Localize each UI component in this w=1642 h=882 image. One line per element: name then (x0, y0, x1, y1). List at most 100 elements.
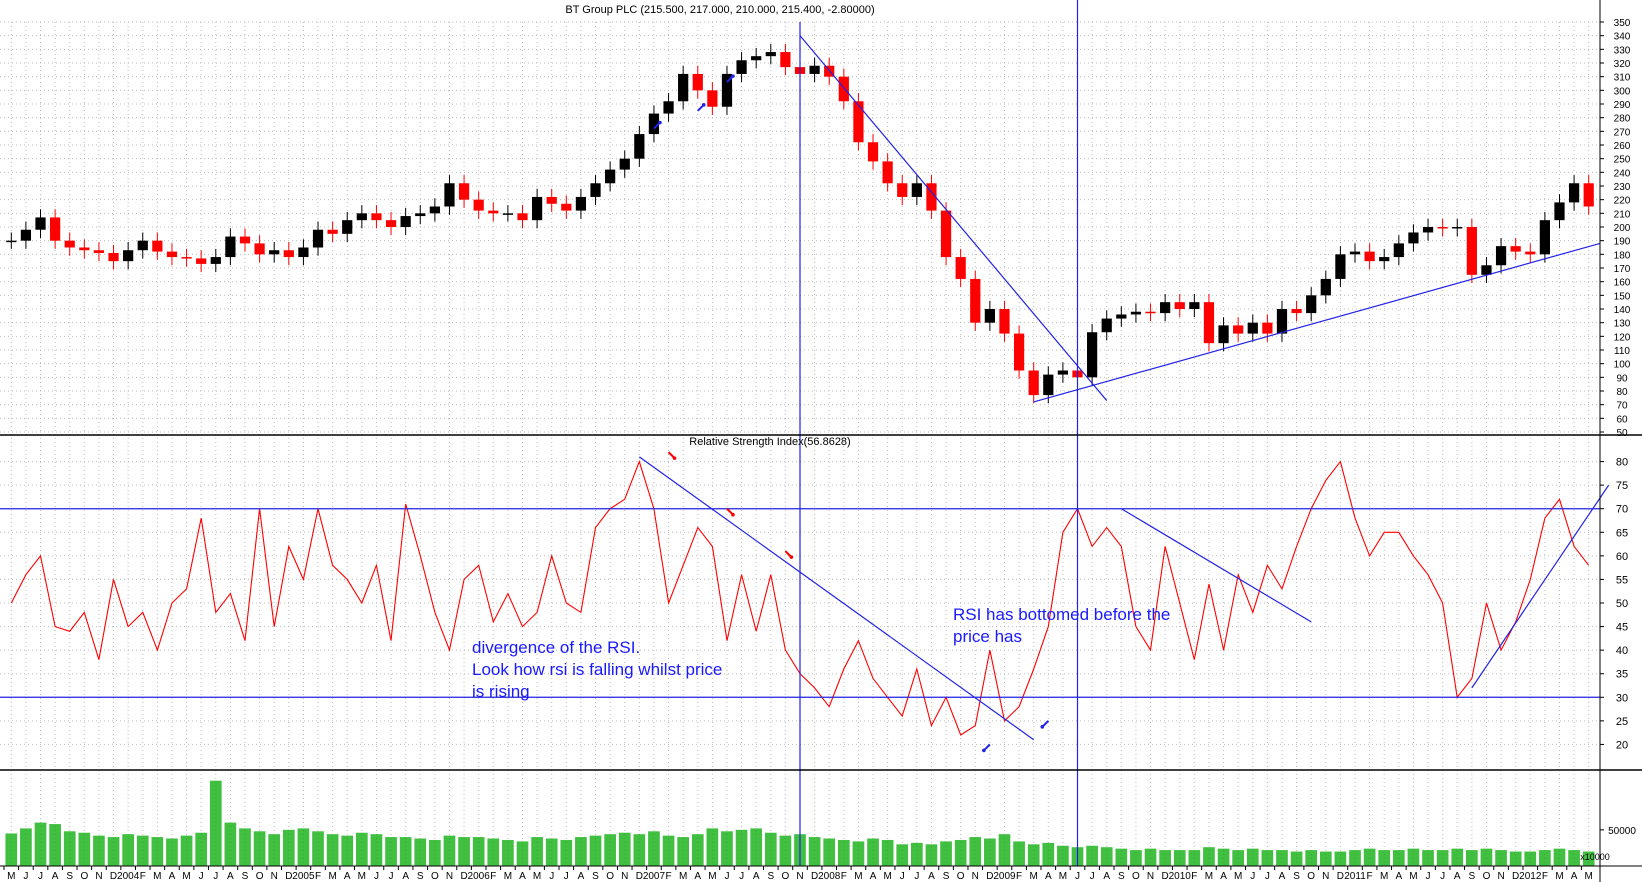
price-tick-label: 350 (1614, 18, 1631, 29)
volume-bar (779, 835, 792, 866)
price-candle (838, 76, 849, 102)
price-up-arrow-icon (726, 74, 735, 83)
volume-bar (136, 835, 149, 866)
x-tick-label: F (1542, 871, 1548, 882)
price-tick-label: 250 (1614, 155, 1631, 166)
volume-bar (443, 835, 456, 866)
volume-bar (1378, 850, 1391, 866)
price-candle (1364, 251, 1375, 262)
volume-bar (764, 832, 777, 866)
price-candle (648, 113, 660, 135)
price-tick-label: 310 (1614, 73, 1631, 84)
x-tick-label: S (66, 871, 73, 882)
volume-bar (721, 831, 733, 866)
price-candle (181, 257, 192, 259)
x-tick-label: M (679, 871, 687, 882)
rsi-tick-label: 25 (1616, 716, 1628, 728)
volume-bar (151, 837, 164, 866)
x-tick-label: O (606, 871, 614, 882)
price-candle (152, 240, 163, 252)
volume-bar (209, 780, 222, 866)
volume-bar (1349, 850, 1361, 866)
price-candle (940, 210, 952, 258)
price-candle (502, 213, 514, 215)
price-tick-label: 190 (1614, 237, 1631, 248)
volume-bar (1144, 848, 1157, 866)
x-tick-label: O (80, 871, 88, 882)
x-tick-label: D (636, 871, 643, 882)
rsi-tick-label: 35 (1616, 669, 1628, 681)
volume-bar (984, 838, 996, 866)
rsi-tick-label: 40 (1616, 645, 1628, 657)
x-tick-label: N (1497, 871, 1504, 882)
price-candle (64, 240, 75, 248)
volume-bar (297, 828, 310, 866)
price-candle (517, 213, 528, 221)
volume-bar (93, 835, 105, 866)
price-candle (327, 229, 338, 234)
price-candle (1043, 374, 1054, 396)
x-tick-label: A (227, 871, 234, 882)
volume-bar (940, 841, 952, 866)
x-tick-label: M (328, 871, 336, 882)
x-tick-label: J (1250, 871, 1255, 882)
volume-bar (34, 822, 47, 866)
volume-bar (1159, 850, 1171, 866)
price-candle (1145, 311, 1156, 314)
volume-bar (414, 838, 427, 866)
volume-bar (1276, 850, 1288, 866)
volume-bar (122, 834, 134, 866)
volume-bar (735, 829, 748, 866)
price-candle (458, 183, 470, 200)
x-tick-label: J (1265, 871, 1270, 882)
x-tick-label: F (1367, 871, 1373, 882)
price-candle (1262, 322, 1273, 334)
volume-bar (516, 841, 529, 866)
price-candle (561, 203, 572, 211)
price-candle (531, 196, 543, 221)
x-tick-label: 2011 (1344, 871, 1366, 882)
x-tick-label: 2012 (1519, 871, 1542, 882)
x-tick-label: A (344, 871, 351, 882)
x-tick-label: D (811, 871, 818, 882)
price-candle (488, 210, 499, 214)
rsi-tick-label: 80 (1616, 457, 1628, 469)
x-tick-label: N (95, 871, 102, 882)
x-tick-label: D (1337, 871, 1344, 882)
price-candle (1130, 311, 1142, 315)
x-tick-label: D (285, 871, 292, 882)
x-tick-label: F (140, 871, 146, 882)
x-tick-label: S (242, 871, 249, 882)
price-tick-label: 270 (1614, 127, 1631, 138)
x-tick-label: J (199, 871, 204, 882)
price-up-arrow-icon (697, 103, 706, 112)
price-tick-label: 180 (1614, 250, 1631, 261)
price-candle (1379, 257, 1390, 262)
x-tick-label: M (153, 871, 161, 882)
price-candle (1583, 183, 1594, 207)
price-tick-label: 230 (1614, 182, 1631, 193)
volume-bar (370, 834, 383, 866)
x-tick-label: A (1045, 871, 1052, 882)
x-tick-label: F (1016, 871, 1022, 882)
volume-bar (1436, 850, 1449, 866)
price-candle (751, 56, 762, 61)
volume-bar (1100, 847, 1113, 866)
price-candle (780, 52, 791, 68)
price-candle (1554, 202, 1565, 221)
x-tick-label: J (739, 871, 744, 882)
price-candle (926, 183, 937, 211)
price-panel (6, 43, 1594, 404)
x-tick-label: M (1585, 871, 1593, 882)
price-downtrend-line (799, 35, 1108, 401)
price-candle (546, 196, 557, 204)
volume-bar (1480, 848, 1493, 866)
x-tick-label: M (854, 871, 862, 882)
x-tick-label: O (1307, 871, 1315, 882)
rsi-tick-label: 75 (1616, 480, 1628, 492)
price-candle (605, 169, 616, 184)
volume-bar (1319, 851, 1332, 866)
x-tick-label: J (38, 871, 43, 882)
price-candle (1306, 295, 1317, 314)
volume-bar (312, 831, 324, 866)
